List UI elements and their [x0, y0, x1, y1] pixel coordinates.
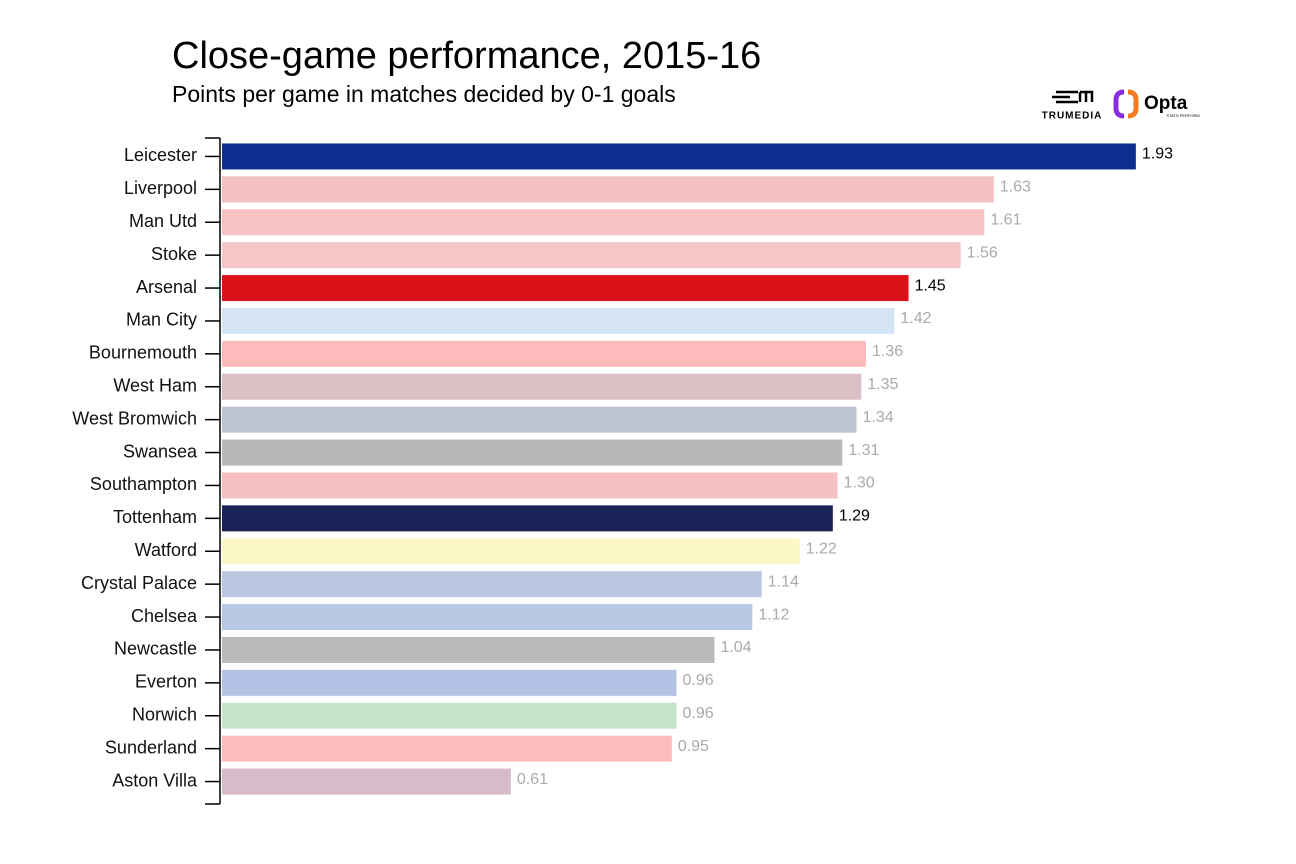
value-label: 1.14	[768, 573, 799, 590]
category-label: Everton	[135, 672, 197, 692]
bar	[222, 702, 677, 729]
value-label: 1.22	[806, 540, 837, 557]
bar	[222, 604, 753, 631]
value-label: 1.34	[862, 409, 893, 426]
bar	[222, 307, 895, 334]
category-label: Stoke	[151, 244, 197, 264]
category-label: Watford	[135, 540, 197, 560]
value-label: 0.96	[683, 705, 714, 722]
value-label: 1.31	[848, 442, 879, 459]
bar	[222, 538, 800, 565]
category-label: Swansea	[123, 441, 198, 461]
bar	[222, 143, 1136, 170]
category-label: Arsenal	[136, 277, 197, 297]
value-label: 1.04	[720, 639, 751, 656]
value-label: 1.42	[900, 310, 931, 327]
bar	[222, 275, 909, 302]
logo-subtext: STATS PERFORM	[1166, 113, 1199, 118]
value-label: 1.30	[844, 475, 875, 492]
category-label: Newcastle	[114, 639, 197, 659]
category-label: Man City	[126, 310, 197, 330]
category-label: Crystal Palace	[81, 573, 197, 593]
logo-icon	[1127, 89, 1139, 119]
bar	[222, 735, 672, 762]
logo-icon	[1052, 90, 1094, 104]
bar	[222, 209, 985, 236]
bar	[222, 242, 961, 269]
bar	[222, 373, 862, 400]
opta-logo: Opta STATS PERFORM	[1113, 89, 1200, 119]
logo-text: Opta	[1144, 93, 1188, 114]
value-label: 1.29	[839, 508, 870, 525]
bar	[222, 472, 838, 499]
bar	[222, 406, 857, 433]
bar	[222, 176, 994, 203]
value-label: 1.93	[1142, 146, 1173, 163]
value-label: 1.35	[867, 376, 898, 393]
bar	[222, 571, 762, 598]
chart-subtitle: Points per game in matches decided by 0-…	[172, 81, 676, 107]
value-label: 1.36	[872, 343, 903, 360]
bar	[222, 669, 677, 696]
bar	[222, 439, 843, 466]
value-label: 1.56	[967, 244, 998, 261]
category-label: Leicester	[124, 145, 197, 165]
chart-title: Close-game performance, 2015-16	[172, 35, 761, 77]
category-label: West Bromwich	[72, 408, 197, 428]
category-label: Sunderland	[105, 737, 197, 757]
category-label: Southampton	[90, 474, 197, 494]
bar	[222, 505, 833, 532]
bar	[222, 768, 511, 795]
value-label: 1.61	[990, 211, 1021, 228]
category-label: Norwich	[132, 705, 197, 725]
value-label: 1.63	[1000, 179, 1031, 196]
category-label: Aston Villa	[112, 770, 198, 790]
logo-text: TRUMEDIA	[1042, 111, 1103, 122]
value-label: 0.61	[517, 771, 548, 788]
category-label: Tottenham	[113, 507, 197, 527]
category-label: Chelsea	[131, 606, 198, 626]
value-label: 1.45	[915, 277, 946, 294]
trumedia-logo: TRUMEDIA	[1042, 90, 1103, 122]
value-label: 0.96	[683, 672, 714, 689]
category-label: West Ham	[113, 376, 197, 396]
category-label: Man Utd	[129, 211, 197, 231]
value-label: 1.12	[758, 606, 789, 623]
bar	[222, 340, 866, 367]
value-label: 0.95	[678, 738, 709, 755]
category-label: Bournemouth	[89, 343, 197, 363]
bar	[222, 636, 715, 663]
category-label: Liverpool	[124, 178, 197, 198]
logo-icon	[1113, 89, 1125, 119]
